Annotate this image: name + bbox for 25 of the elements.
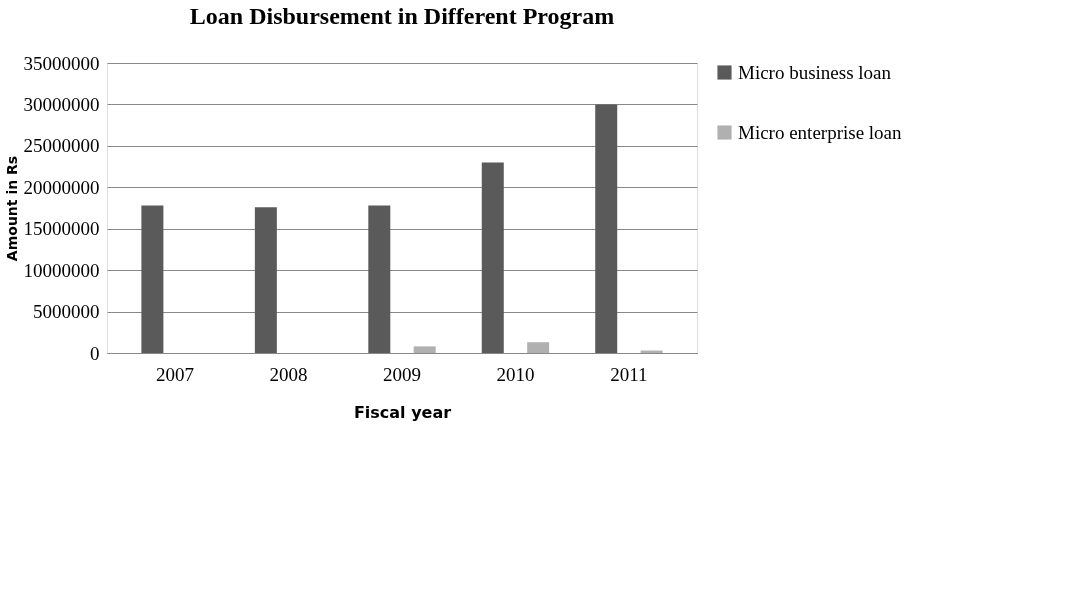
y-tick-label: 30000000 [23,93,100,115]
x-tick-label: 2009 [383,363,421,385]
x-tick-label: 2007 [156,363,195,385]
y-tick-label: 10000000 [23,259,100,281]
y-tick-label: 35000000 [23,52,100,74]
x-tick-label: 2008 [269,363,308,385]
bar [527,342,550,353]
y-tick-label: 15000000 [23,218,100,240]
bar [368,205,391,353]
bar [413,346,436,353]
y-tick-label: 25000000 [23,135,100,157]
bar [254,207,277,353]
x-tick-label: 2010 [496,363,535,385]
y-axis-title: Amount in Rs [3,155,20,262]
y-tick-label: 0 [90,342,100,364]
x-tick-label: 2011 [610,363,648,385]
x-axis-title: Fiscal year [353,402,452,422]
bar [141,205,164,353]
bar [595,104,618,353]
legend-label: Micro business loan [738,61,892,83]
chart-title: Loan Disbursement in Different Program [189,3,615,29]
y-tick-label: 5000000 [33,301,100,323]
y-tick-label: 20000000 [23,176,100,198]
bar [481,162,504,353]
legend-label: Micro enterprise loan [738,121,903,143]
